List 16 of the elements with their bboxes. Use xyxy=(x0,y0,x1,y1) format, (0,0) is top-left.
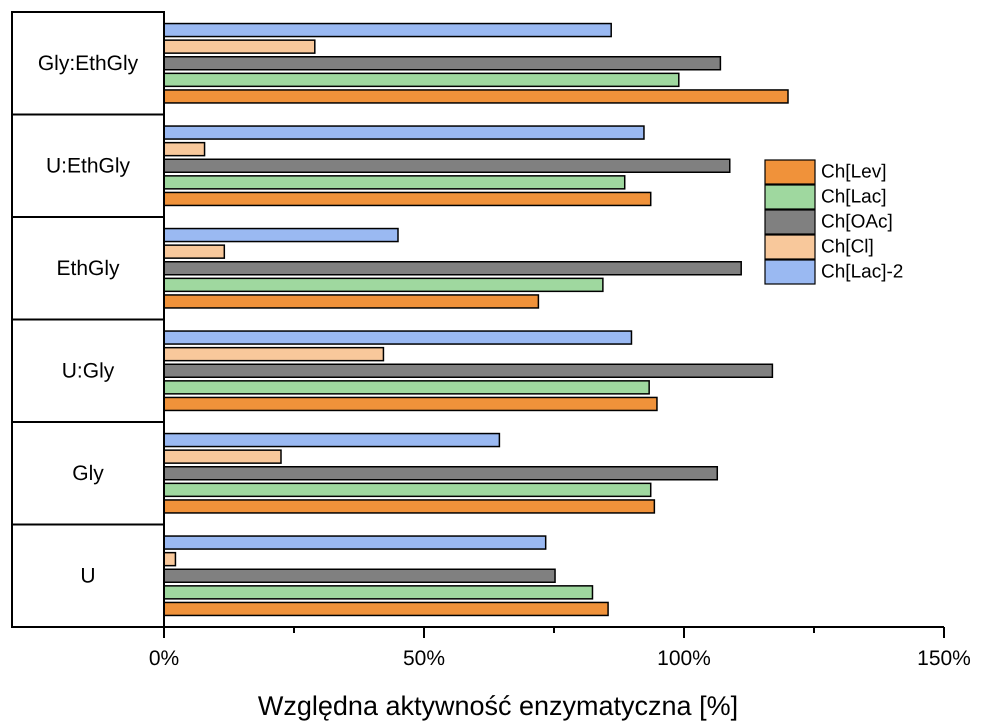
x-tick-label: 150% xyxy=(917,647,971,670)
x-tick-label: 50% xyxy=(402,647,446,670)
legend-label: Ch[Lev] xyxy=(821,162,886,182)
x-tick-label: 0% xyxy=(148,647,180,670)
y-tick-label: EthGly xyxy=(56,256,120,280)
legend-label: Ch[OAc] xyxy=(821,212,893,232)
x-tick-label: 100% xyxy=(657,647,711,670)
legend-label: Ch[Lac]-2 xyxy=(821,262,904,282)
y-tick-label: Gly:EthGly xyxy=(38,52,139,75)
y-tick-label: U:EthGly xyxy=(46,154,131,178)
x-axis-title: Względna aktywność enzymatyczna [%] xyxy=(258,691,738,721)
y-tick-label: U:Gly xyxy=(62,359,115,382)
legend-label: Ch[Lac] xyxy=(821,186,886,208)
legend-label: Ch[Cl] xyxy=(821,236,874,258)
y-tick-label: Gly xyxy=(72,462,104,485)
y-tick-label: U xyxy=(80,564,96,588)
